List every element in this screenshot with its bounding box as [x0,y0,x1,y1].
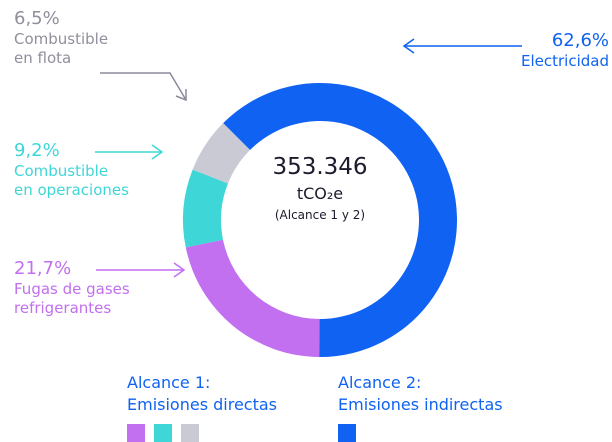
segment-value-label: 21,7% [14,258,72,279]
legend-swatch [127,424,145,442]
center-total: 353.346 [272,154,368,180]
segment-value-label: 62,6% [551,30,609,51]
donut-segment [223,82,458,357]
legend-swatch [338,424,356,442]
segment-name: Combustible en operaciones [14,162,129,199]
donut-segment [183,169,228,248]
legend-title: Alcance 2: [338,373,422,392]
donut-segment [185,239,320,357]
legend-swatch [154,424,172,442]
arrows [95,38,522,278]
segment-label: 6,5% Combustible en flota [14,8,108,68]
center-scope: (Alcance 1 y 2) [274,208,366,222]
segment-name: Fugas de gases refrigerantes [14,280,130,317]
center-unit: tCO₂e [296,184,344,203]
legend-swatch [181,424,199,442]
segment-name: Combustible en flota [14,30,109,67]
legend-subtitle: Emisiones directas [127,395,277,414]
segment-label: 62,6% Electricidad [521,30,609,71]
arrow-electricidad [402,38,522,54]
segment-name: Electricidad [521,52,609,70]
donut-segment [192,123,250,184]
segment-value-label: 9,2% [14,140,60,161]
segment-label: 21,7% Fugas de gases refrigerantes [14,258,130,318]
legend-subtitle: Emisiones indirectas [338,395,503,414]
arrow-flota [100,72,187,102]
legend-title: Alcance 1: [127,373,211,392]
arrow-operaciones [95,144,164,160]
arrow-fugas [96,262,186,278]
segment-label: 9,2% Combustible en operaciones [14,140,129,200]
segment-value-label: 6,5% [14,8,60,29]
